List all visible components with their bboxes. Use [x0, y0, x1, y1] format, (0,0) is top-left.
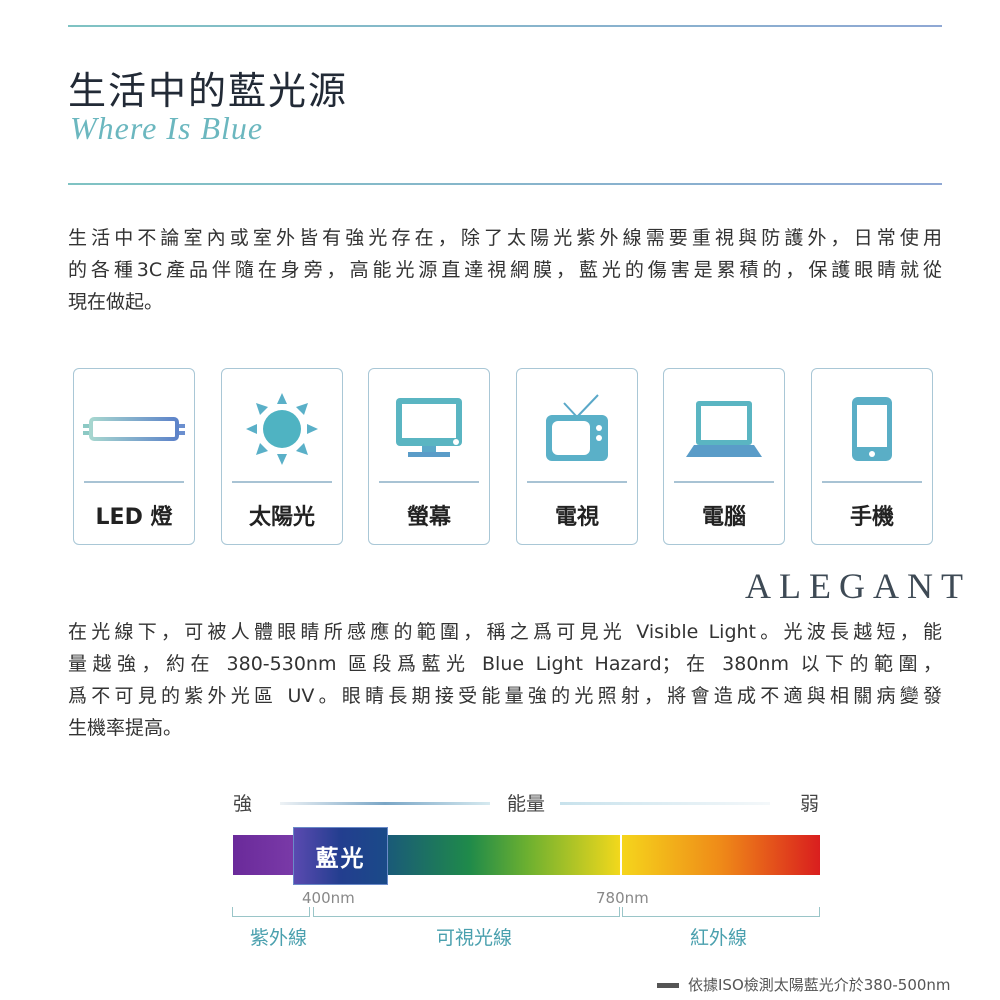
card-label: 電視 [554, 505, 599, 530]
source-card-tv: 電視 [516, 368, 638, 545]
uv-bracket [232, 907, 310, 917]
page-subtitle: Where Is Blue [70, 110, 264, 146]
card-label: 太陽光 [248, 505, 315, 530]
ir-band [622, 835, 820, 875]
uv-band [233, 835, 295, 875]
visible-bracket [313, 907, 620, 917]
strong-label: 強 [233, 793, 253, 815]
tick-780nm: 780nm [596, 889, 649, 907]
card-label: LED 燈 [95, 505, 173, 530]
blue-light-band: 藍光 [293, 827, 388, 885]
energy-line-left [280, 802, 490, 805]
body-line: 在光線下，可被人體眼睛所感應的範圍，稱之爲可見光 Visible Light。光… [68, 621, 942, 643]
monitor-icon [369, 389, 489, 469]
intro-line: 的各種3C產品伴隨在身旁，高能光源直達視網膜，藍光的傷害是累積的，保護眼睛就從 [68, 259, 942, 281]
weak-label: 弱 [800, 793, 820, 815]
led-tube-icon [74, 389, 194, 469]
body-line: 爲不可見的紫外光區 UV。眼睛長期接受能量強的光照射，將會造成不適與相關病變發 [68, 685, 942, 707]
card-divider [232, 481, 332, 483]
card-divider [379, 481, 479, 483]
source-card-led: LED 燈 [73, 368, 195, 545]
page-title: 生活中的藍光源 [68, 69, 349, 113]
card-divider [822, 481, 922, 483]
ir-bracket [622, 907, 820, 917]
tick-400nm: 400nm [302, 889, 355, 907]
source-card-sun: 太陽光 [221, 368, 343, 545]
phone-icon [812, 389, 932, 469]
intro-line: 生活中不論室內或室外皆有強光存在，除了太陽光紫外線需要重視與防護外，日常使用 [68, 227, 942, 249]
card-divider [84, 481, 184, 483]
body-paragraph: 在光線下，可被人體眼睛所感應的範圍，稱之爲可見光 Visible Light。光… [68, 616, 942, 744]
legend-dash-icon [657, 983, 679, 988]
sun-icon [222, 389, 342, 469]
energy-line-right [560, 802, 770, 805]
body-line: 量越強，約在 380-530nm 區段爲藍光 Blue Light Hazard… [68, 653, 942, 675]
ir-label: 紅外線 [690, 927, 748, 949]
card-divider [527, 481, 627, 483]
tv-icon [517, 389, 637, 469]
brand-logo: ALEGANT [745, 566, 971, 606]
title-rule [68, 183, 942, 185]
card-divider [674, 481, 774, 483]
body-line: 生機率提高。 [68, 717, 183, 739]
intro-paragraph: 生活中不論室內或室外皆有強光存在，除了太陽光紫外線需要重視與防護外，日常使用 的… [68, 222, 942, 318]
card-label: 螢幕 [406, 505, 451, 530]
footnote: 依據ISO檢測太陽藍光介於380-500nm [688, 976, 951, 994]
energy-label: 能量 [507, 793, 546, 815]
source-card-laptop: 電腦 [663, 368, 785, 545]
visible-label: 可視光線 [436, 927, 513, 949]
card-label: 手機 [849, 505, 894, 530]
uv-label: 紫外線 [250, 927, 308, 949]
source-card-phone: 手機 [811, 368, 933, 545]
top-rule [68, 25, 942, 27]
source-card-monitor: 螢幕 [368, 368, 490, 545]
visible-band [388, 835, 620, 875]
laptop-icon [664, 389, 784, 469]
card-label: 電腦 [701, 505, 746, 530]
intro-line: 現在做起。 [68, 291, 164, 313]
